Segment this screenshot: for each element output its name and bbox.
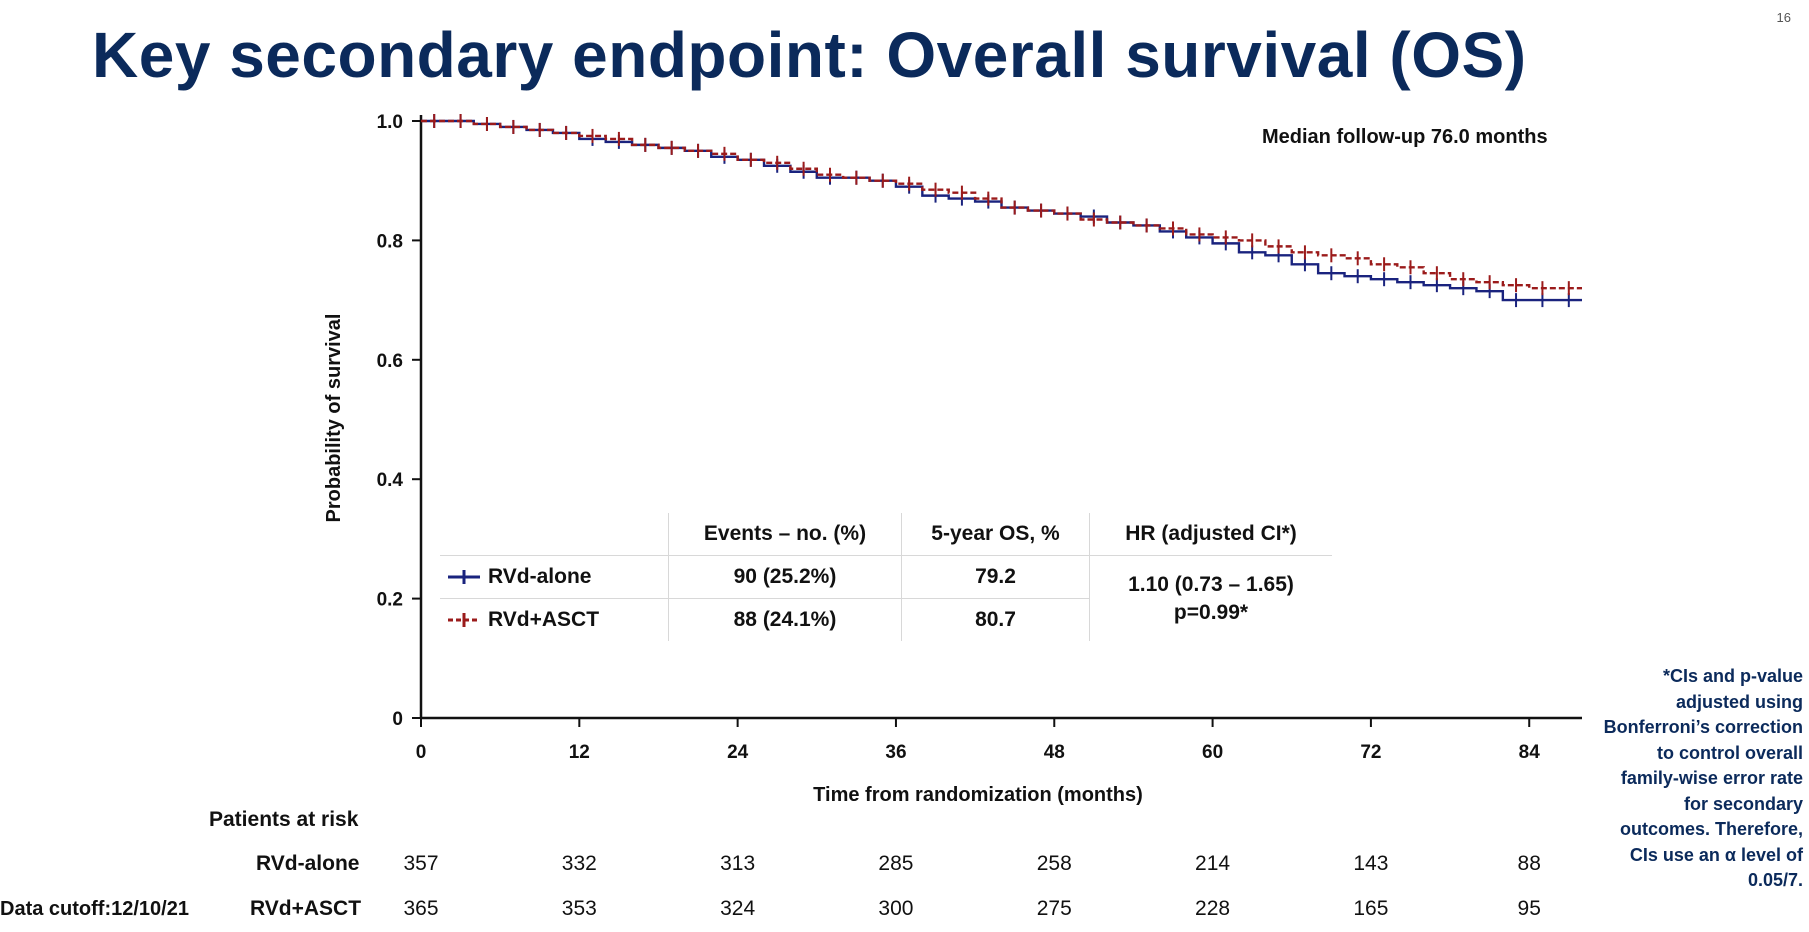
hr-cell: 1.10 (0.73 – 1.65) p=0.99* (1089, 555, 1332, 641)
x-tick-label: 36 (885, 742, 906, 763)
legend-swatch-cell (440, 555, 488, 599)
at-risk-value: 258 (1036, 852, 1072, 875)
at-risk-value: 214 (1195, 852, 1231, 875)
legend-row-rvd-asct: RVd+ASCT 88 (24.1%) 80.7 (440, 598, 1332, 642)
os5-rvd-alone: 79.2 (901, 555, 1090, 599)
legend-arm-rvd-alone: RVd-alone (488, 555, 669, 599)
x-tick-label: 84 (1519, 742, 1541, 763)
at-risk-name-rvd-asct: RVd+ASCT (250, 897, 362, 920)
at-risk-value: 228 (1195, 897, 1231, 920)
page-title: Key secondary endpoint: Overall survival… (92, 19, 1527, 91)
slide-number: 16 (1776, 10, 1791, 25)
rvd-asct-legend-marker (448, 613, 480, 628)
x-tick-label: 12 (569, 742, 590, 763)
events-rvd-asct: 88 (24.1%) (668, 598, 902, 641)
km-curve-rvd-alone (421, 119, 1582, 302)
y-tick-label: 1.0 (377, 112, 403, 133)
km-curve-rvd-asct (421, 119, 1582, 290)
at-risk-value: 300 (878, 897, 914, 920)
at-risk-value: 165 (1353, 897, 1389, 920)
at-risk-value: 353 (561, 897, 597, 920)
at-risk-value: 313 (720, 852, 756, 875)
median-follow-up-note: Median follow-up 76.0 months (1262, 126, 1548, 148)
x-tick-label: 24 (727, 742, 749, 763)
legend-header-blank-arm (488, 513, 669, 556)
footnote: *CIs and p-value adjusted using Bonferro… (1603, 666, 1803, 890)
y-tick-label: 0.8 (377, 231, 403, 252)
at-risk-value: 357 (403, 852, 439, 875)
header-hr: HR (adjusted CI*) (1089, 513, 1332, 556)
chart-axes: 0 0.2 0.4 0.6 0.8 1.0 0 12 24 36 48 60 72 84 (377, 112, 1582, 763)
legend-header-blank (440, 513, 488, 556)
x-tick-label: 60 (1202, 742, 1223, 763)
events-rvd-alone: 90 (25.2%) (668, 555, 902, 599)
patients-at-risk-header: Patients at risk (209, 808, 359, 831)
y-tick-label: 0 (392, 709, 403, 730)
legend-arm-rvd-asct: RVd+ASCT (488, 608, 600, 631)
at-risk-value: 332 (561, 852, 597, 875)
chart-series (421, 114, 1582, 308)
x-tick-label: 0 (416, 742, 427, 763)
at-risk-value: 285 (878, 852, 914, 875)
data-cutoff: Data cutoff:12/10/21 (0, 898, 189, 920)
x-axis-title: Time from randomization (months) (813, 784, 1143, 806)
y-tick-label: 0.4 (377, 470, 404, 491)
y-axis-title: Probability of survival (323, 314, 345, 523)
legend-table: Events – no. (%) 5-year OS, % HR (adjust… (440, 513, 1332, 641)
legend-row-rvd-alone: RVd-alone 90 (25.2%) 79.2 1.10 (0.73 – 1… (440, 555, 1332, 641)
p-value: p=0.99* (1173, 600, 1249, 624)
at-risk-value: 365 (403, 897, 439, 920)
rvd-alone-legend-marker (448, 570, 480, 585)
y-tick-label: 0.2 (377, 590, 403, 611)
os5-rvd-asct: 80.7 (901, 598, 1090, 641)
header-events: Events – no. (%) (668, 513, 902, 556)
at-risk-name-rvd-alone: RVd-alone (256, 852, 360, 875)
header-5yr-os: 5-year OS, % (901, 513, 1090, 556)
hr-value: 1.10 (0.73 – 1.65) (1128, 572, 1294, 596)
at-risk-value: 143 (1353, 852, 1389, 875)
at-risk-value: 95 (1517, 897, 1541, 920)
x-tick-label: 48 (1044, 742, 1065, 763)
legend-swatch-cell (440, 599, 488, 642)
at-risk-value: 88 (1517, 852, 1541, 875)
y-tick-label: 0.6 (377, 351, 403, 372)
at-risk-value: 275 (1036, 897, 1072, 920)
at-risk-value: 324 (720, 897, 756, 920)
x-tick-label: 72 (1360, 742, 1381, 763)
